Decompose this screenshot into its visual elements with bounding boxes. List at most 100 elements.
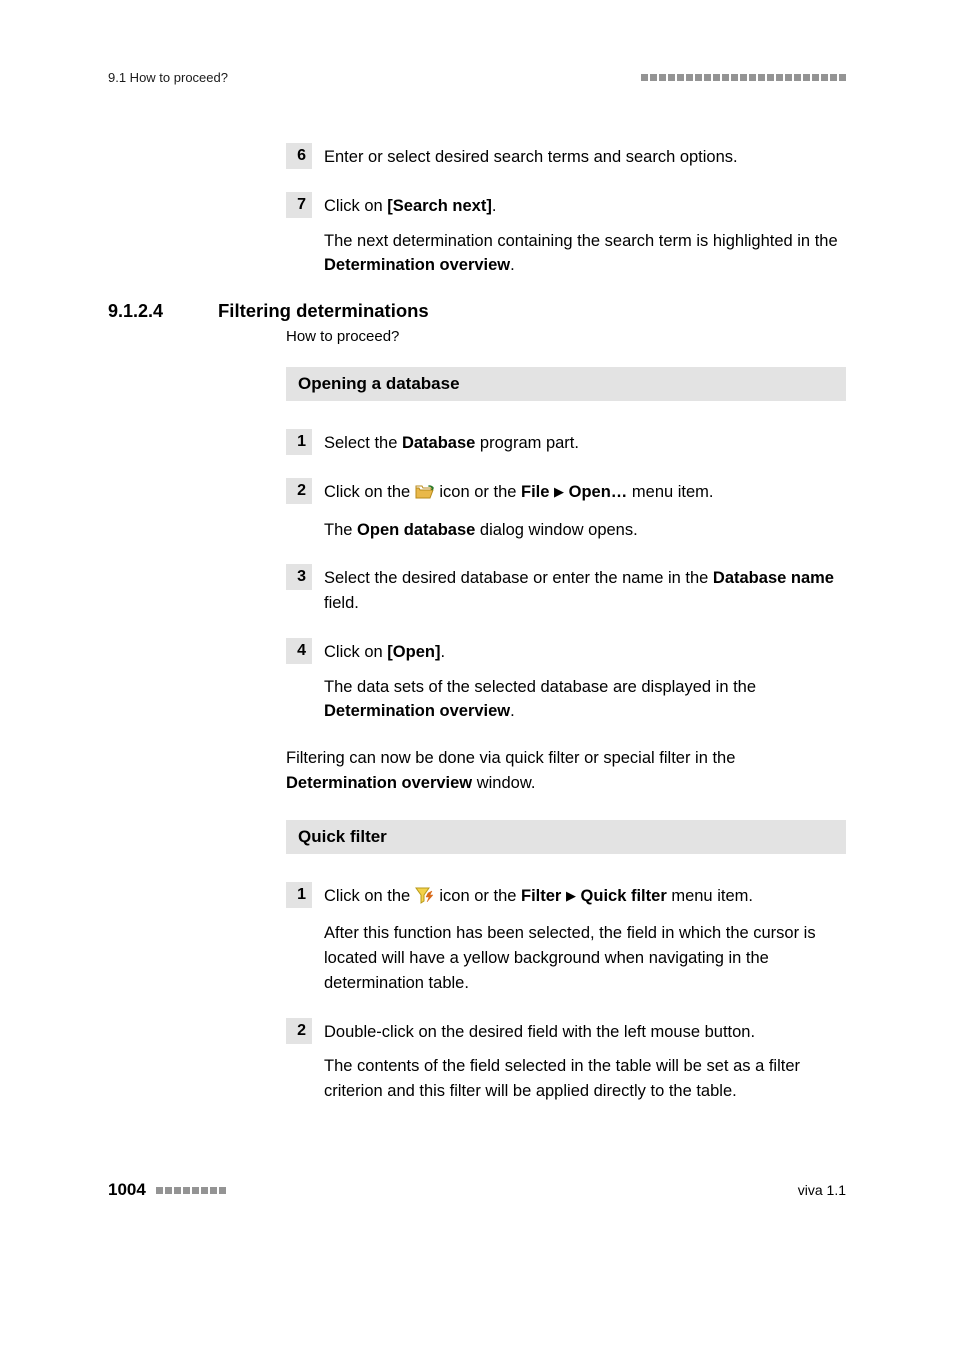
footer-ornament-dots [154,1187,226,1194]
ornament-square [668,74,675,81]
ornament-square [210,1187,217,1194]
ornament-square [785,74,792,81]
step: 6 Enter or select desired search terms an… [286,143,846,170]
mid-paragraph-container: Filtering can now be done via quick filt… [286,746,846,796]
ornament-square [686,74,693,81]
ornament-square [821,74,828,81]
ornament-square [704,74,711,81]
ornament-square [740,74,747,81]
page-footer: 1004 viva 1.1 [108,1180,846,1200]
footer-left: 1004 [108,1180,226,1200]
step-line: The next determination containing the se… [324,229,846,279]
step-number: 4 [286,638,312,664]
section-number: 9.1.2.4 [108,301,218,322]
ornament-square [812,74,819,81]
page-number: 1004 [108,1180,146,1200]
step: 4 Click on [Open]. The data sets of the se… [286,638,846,724]
step-body: Select the desired database or enter the… [324,564,846,616]
ornament-square [165,1187,172,1194]
step-number: 1 [286,882,312,908]
ornament-square [839,74,846,81]
bold-text: Determination overview [286,774,472,792]
section-heading-row: 9.1.2.4 Filtering determinations [108,300,846,322]
block-quick-filter: Quick filter 1 Click on the icon or the F… [286,820,846,1104]
bold-text: Open database [357,521,475,539]
bold-text: Open… [569,483,628,501]
banner-opening-database: Opening a database [286,367,846,401]
header-ornament-dots [639,74,846,81]
block2-steps: 1 Click on the icon or the Filter ▶ Quick… [286,882,846,1104]
section-subtitle: How to proceed? [286,328,846,345]
step-line: Click on the icon or the Filter ▶ Quick … [324,884,846,912]
ornament-square [803,74,810,81]
menu-triangle-icon: ▶ [554,484,564,499]
top-steps-container: 6 Enter or select desired search terms an… [286,143,846,278]
bold-text: Determination overview [324,702,510,720]
step-line: Select the desired database or enter the… [324,566,846,616]
menu-triangle-icon: ▶ [566,888,576,903]
step-line: The contents of the field selected in th… [324,1054,846,1104]
step-line: Click on the icon or the File ▶ Open… me… [324,480,846,508]
step-number: 2 [286,1018,312,1044]
step-line: Select the Database program part. [324,431,846,456]
step-body: Click on [Open]. The data sets of the sel… [324,638,846,724]
ornament-square [641,74,648,81]
ornament-square [219,1187,226,1194]
step-body: Select the Database program part. [324,429,846,456]
step-line: Click on [Open]. [324,640,846,665]
step-number: 2 [286,478,312,504]
ornament-square [731,74,738,81]
step-number: 3 [286,564,312,590]
step: 2Double-click on the desired field with … [286,1018,846,1104]
banner-quick-filter: Quick filter [286,820,846,854]
step-body: Click on [Search next]. The next determin… [324,192,846,278]
ornament-square [830,74,837,81]
step-line: The data sets of the selected database a… [324,675,846,725]
bold-text: [Search next] [387,197,492,215]
ornament-square [677,74,684,81]
ornament-square [713,74,720,81]
step-body: Click on the icon or the Filter ▶ Quick … [324,882,846,996]
step-line: Click on [Search next]. [324,194,846,219]
footer-right: viva 1.1 [798,1182,846,1198]
ornament-square [776,74,783,81]
bold-text: Determination overview [324,256,510,274]
ornament-square [794,74,801,81]
step-number: 7 [286,192,312,218]
page-header: 9.1 How to proceed? [108,70,846,85]
bold-text: Database name [713,569,834,587]
section-title: Filtering determinations [218,300,429,322]
bold-text: Quick filter [581,887,667,905]
ornament-square [650,74,657,81]
ornament-square [695,74,702,81]
open-folder-icon [415,483,435,508]
page: 9.1 How to proceed? 6 Enter or select des… [0,0,954,1350]
block1-steps: 1 Select the Database program part. 2 Click… [286,429,846,724]
ornament-square [192,1187,199,1194]
step-number: 1 [286,429,312,455]
bold-text: [Open] [387,643,440,661]
step-body: Enter or select desired search terms and… [324,143,846,170]
step: 7 Click on [Search next]. The next determi… [286,192,846,278]
ornament-square [749,74,756,81]
ornament-square [156,1187,163,1194]
step: 1 Click on the icon or the Filter ▶ Quick… [286,882,846,996]
ornament-square [183,1187,190,1194]
step-body: Click on the icon or the File ▶ Open… me… [324,478,846,543]
ornament-square [722,74,729,81]
step: 1 Select the Database program part. [286,429,846,456]
filtering-intro-paragraph: Filtering can now be done via quick filt… [286,746,846,796]
header-breadcrumb: 9.1 How to proceed? [108,70,228,85]
ornament-square [201,1187,208,1194]
step: 3 Select the desired database or enter th… [286,564,846,616]
ornament-square [174,1187,181,1194]
ornament-square [659,74,666,81]
step-number: 6 [286,143,312,169]
bold-text: Filter [521,887,561,905]
bold-text: File [521,483,549,501]
block-opening-database: Opening a database 1 Select the Database … [286,367,846,724]
step-line: The Open database dialog window opens. [324,518,846,543]
ornament-square [758,74,765,81]
ornament-square [767,74,774,81]
bold-text: Database [402,434,475,452]
